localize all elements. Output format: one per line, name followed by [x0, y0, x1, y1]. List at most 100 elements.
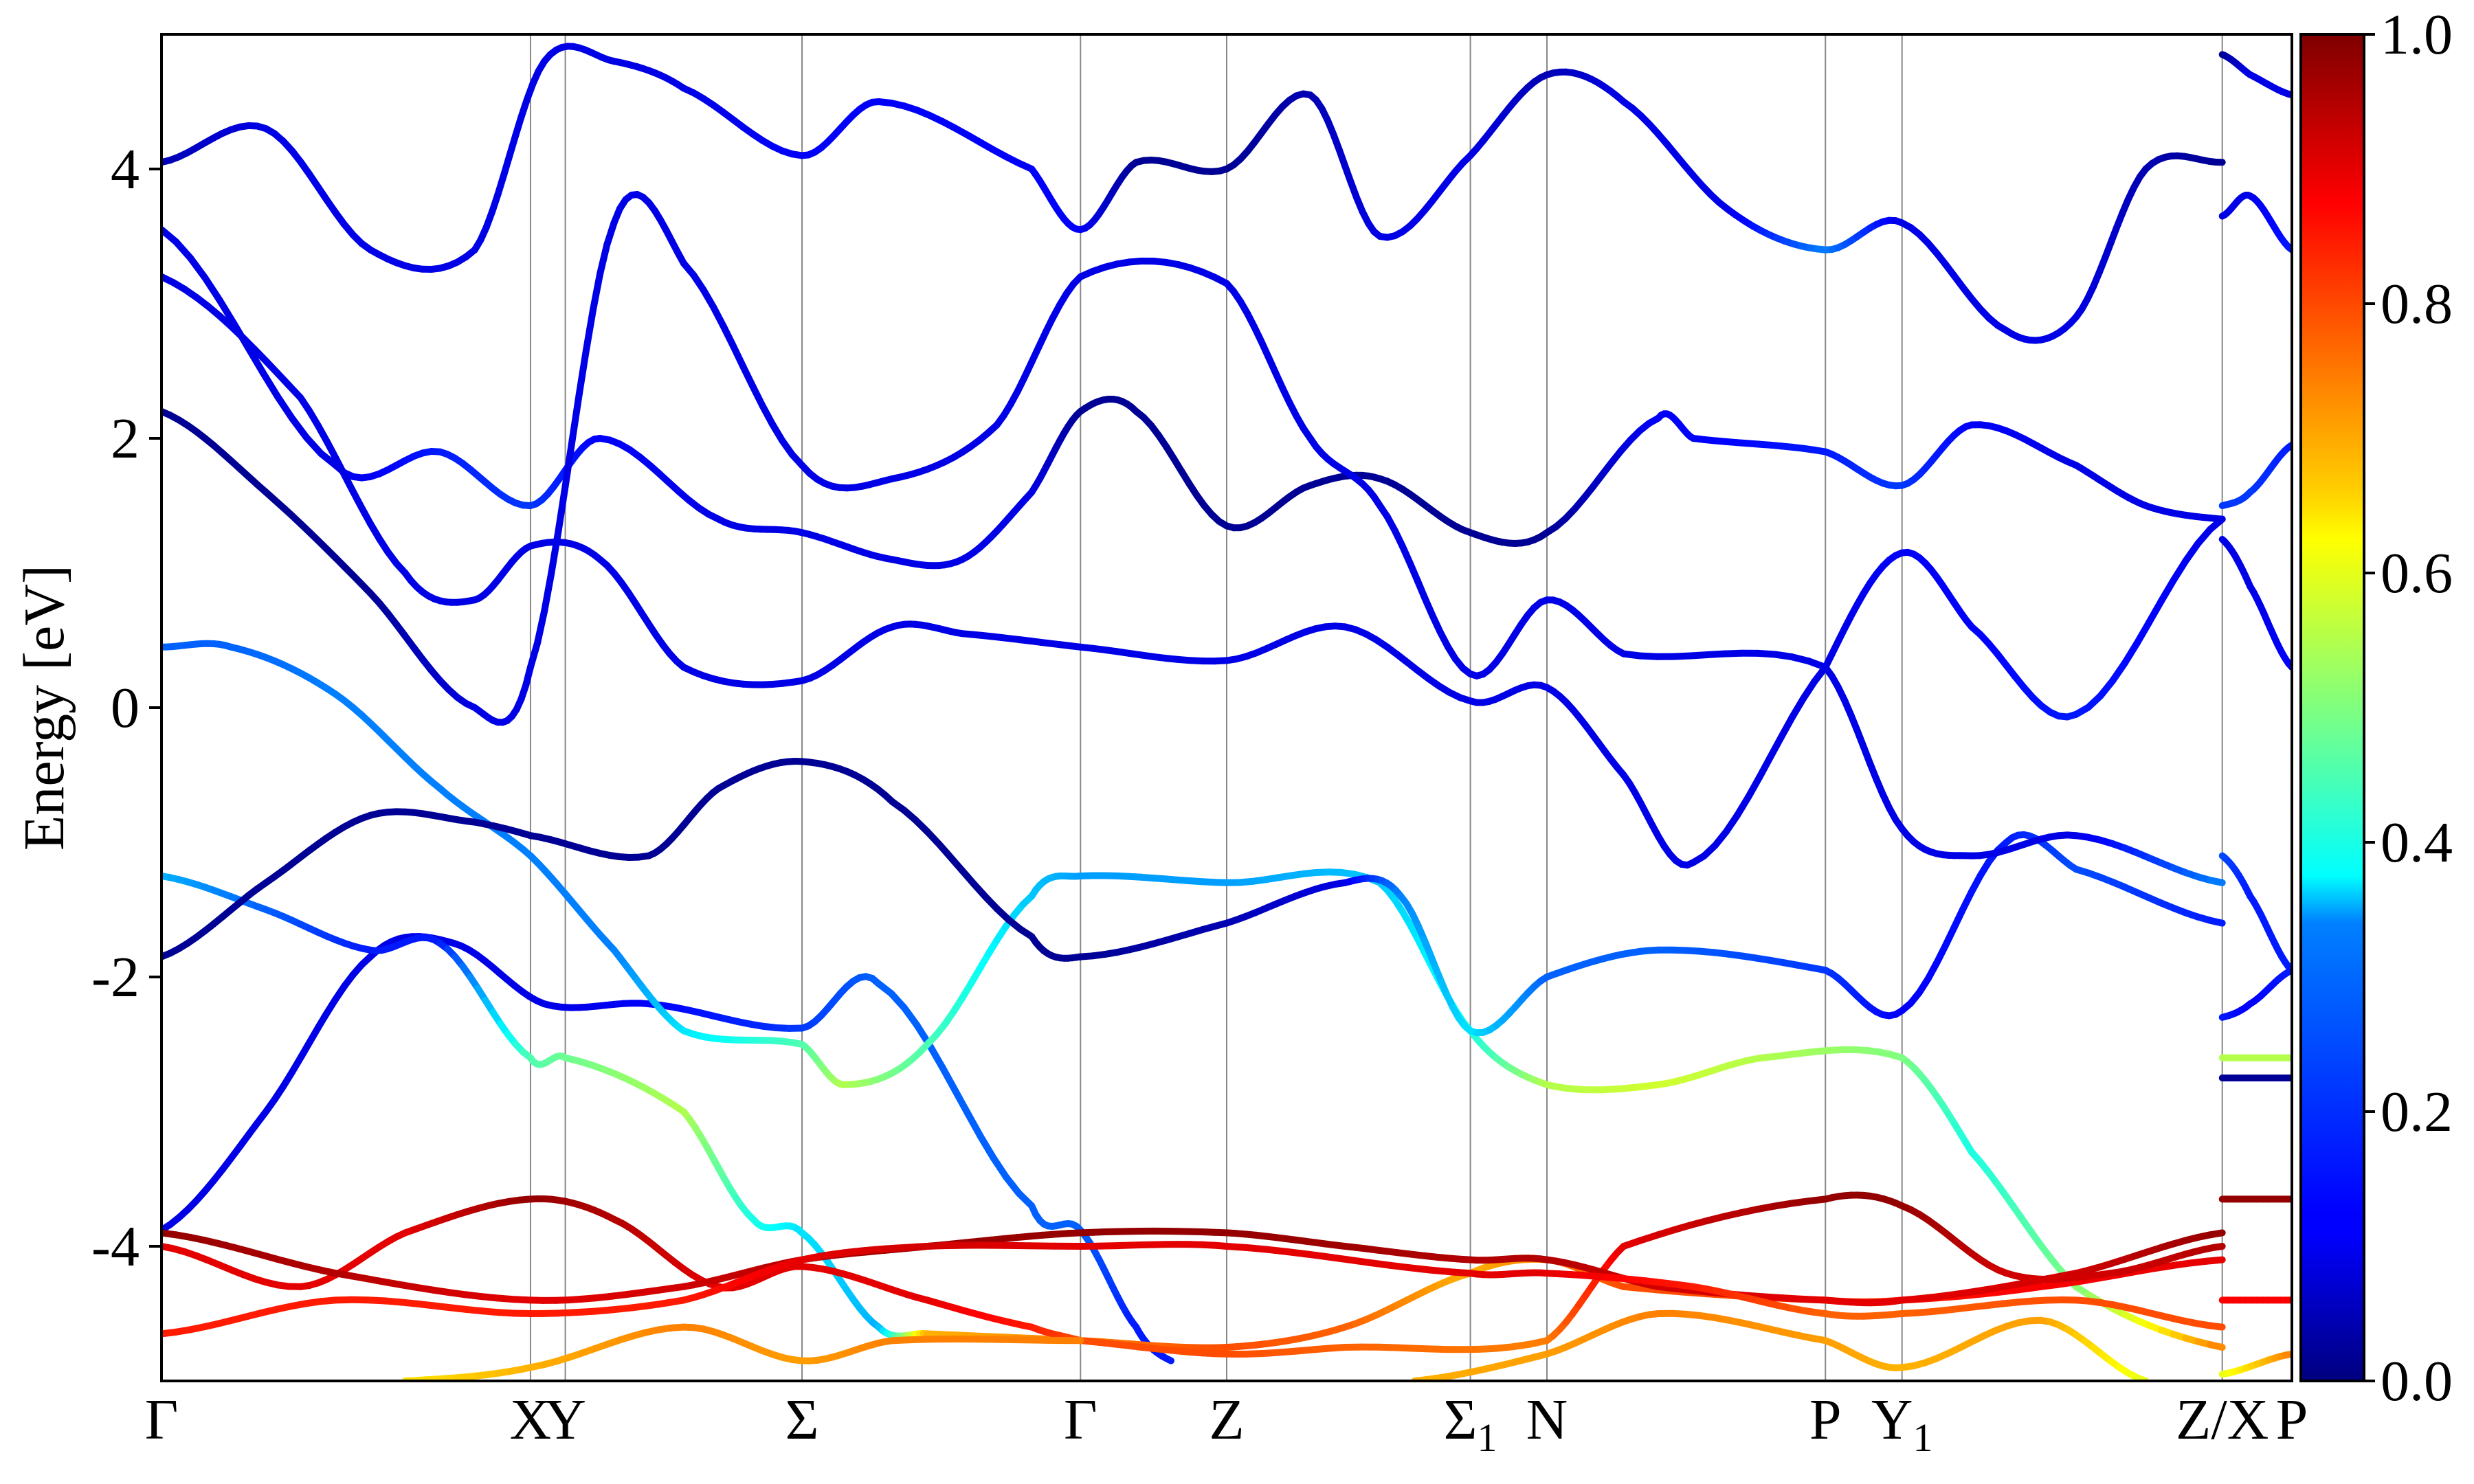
colorbar-tick-label: 0.4	[2381, 811, 2453, 875]
band-segment	[2207, 917, 2226, 927]
band-segment	[561, 436, 576, 490]
band-segment	[568, 390, 583, 444]
colorbar-tick-label: 0.2	[2381, 1080, 2453, 1144]
band-segment	[2207, 515, 2226, 533]
x-tick-label: Σ	[785, 1388, 819, 1452]
band-17	[2218, 536, 2292, 671]
kpoint-gridlines	[529, 34, 2223, 1381]
band-segment	[2207, 1322, 2226, 1331]
y-tick-label: -2	[91, 945, 140, 1009]
y-tick-label: 0	[111, 676, 140, 740]
band-segment	[2158, 576, 2177, 605]
band-segment	[548, 528, 562, 577]
band-19	[2218, 967, 2292, 1021]
x-tick-label: Z/X	[2176, 1388, 2269, 1452]
colorbar-ticks: 0.0 0.2 0.4 0.6 0.8 1.0	[2364, 3, 2453, 1413]
band-segment	[201, 274, 223, 304]
band-segment	[555, 482, 569, 535]
bands-layer	[161, 43, 2292, 1381]
colorbar: 0.0 0.2 0.4 0.6 0.8 1.0	[2299, 3, 2453, 1413]
band-18	[2218, 852, 2292, 974]
band-segment	[939, 1064, 959, 1094]
band-segment	[1733, 794, 1752, 819]
band-segment	[259, 369, 281, 400]
band-6	[161, 273, 2226, 869]
band-segment	[964, 1110, 984, 1140]
colorbar-tick-label: 0.8	[2381, 272, 2453, 336]
x-axis: Γ XY Σ Γ Z Σ1 N P Y1 Z/X P	[145, 1388, 2308, 1460]
band-segment	[187, 254, 209, 282]
x-tick-label: Y1	[1871, 1388, 1933, 1460]
y-tick-label: 4	[111, 137, 140, 201]
x-tick-label: Σ1	[1444, 1388, 1497, 1460]
band-5	[161, 43, 2226, 344]
band-24	[2218, 1350, 2292, 1378]
band-segment	[1164, 1356, 1174, 1364]
band-segment	[274, 393, 296, 422]
band-segment	[951, 1087, 972, 1118]
band-segment	[2203, 1256, 2226, 1265]
band-segment	[303, 434, 325, 458]
band-segment	[526, 639, 542, 671]
band-segment	[590, 270, 604, 313]
band-segment	[541, 570, 555, 615]
band-segment	[759, 402, 776, 428]
colorbar-tick-label: 0.0	[2381, 1349, 2453, 1413]
x-tick-label: Y	[544, 1388, 586, 1452]
x-tick-label: Γ	[145, 1388, 179, 1452]
band-segment	[1789, 695, 1807, 721]
band-segment	[2170, 557, 2189, 584]
colorbar-gradient	[2299, 33, 2365, 1382]
band-segment	[575, 346, 590, 398]
y-axis: -4 -2 0 2 4	[91, 137, 161, 1279]
y-tick-label: -4	[91, 1215, 140, 1279]
band-segment	[603, 219, 618, 248]
colorbar-tick-label: 1.0	[2381, 3, 2453, 67]
band-segment	[729, 341, 746, 370]
band-segment	[534, 607, 548, 647]
band-segment	[172, 238, 194, 262]
band-15	[2218, 192, 2292, 254]
band-segment	[583, 306, 597, 354]
band-segment	[739, 362, 757, 390]
band-14	[2218, 51, 2292, 99]
band-segment	[977, 1133, 997, 1162]
band-segment	[289, 414, 311, 441]
band-segment	[245, 344, 267, 376]
band-segment	[2209, 1243, 2226, 1251]
band-segment	[2133, 618, 2153, 647]
band-10	[161, 1241, 2226, 1338]
x-tick-label: N	[1526, 1388, 1568, 1452]
band-segment	[749, 383, 766, 409]
band-segment	[597, 240, 611, 278]
colorbar-tick-label: 0.6	[2381, 541, 2453, 605]
band-segment	[2109, 660, 2128, 684]
band-3	[161, 758, 2226, 1037]
band-segment	[709, 303, 727, 329]
band-12	[1411, 1309, 2150, 1381]
band-segment	[2207, 877, 2226, 886]
band-segment	[720, 322, 737, 349]
band-segment	[2121, 640, 2141, 666]
band-segment	[926, 1042, 946, 1071]
band-segment	[1767, 733, 1785, 761]
band-segment	[990, 1154, 1010, 1181]
y-axis-label: Energy [eV]	[12, 565, 76, 851]
band-segment	[1778, 713, 1796, 741]
band-segment	[216, 296, 238, 328]
band-7	[161, 191, 2226, 886]
band-segment	[2207, 1341, 2226, 1351]
band-2	[161, 873, 2226, 1351]
x-tick-label: Γ	[1064, 1388, 1097, 1452]
band-8	[161, 1191, 2226, 1358]
band-segment	[2146, 597, 2165, 626]
x-tick-label: P	[2276, 1388, 2308, 1452]
x-tick-label: X	[510, 1388, 552, 1452]
band-4	[161, 226, 2226, 570]
band-segment	[900, 1004, 921, 1029]
x-tick-label: P	[1809, 1388, 1842, 1452]
x-tick-label: Z	[1209, 1388, 1244, 1452]
band-segment	[1003, 1173, 1023, 1198]
band-segment	[2182, 540, 2202, 565]
